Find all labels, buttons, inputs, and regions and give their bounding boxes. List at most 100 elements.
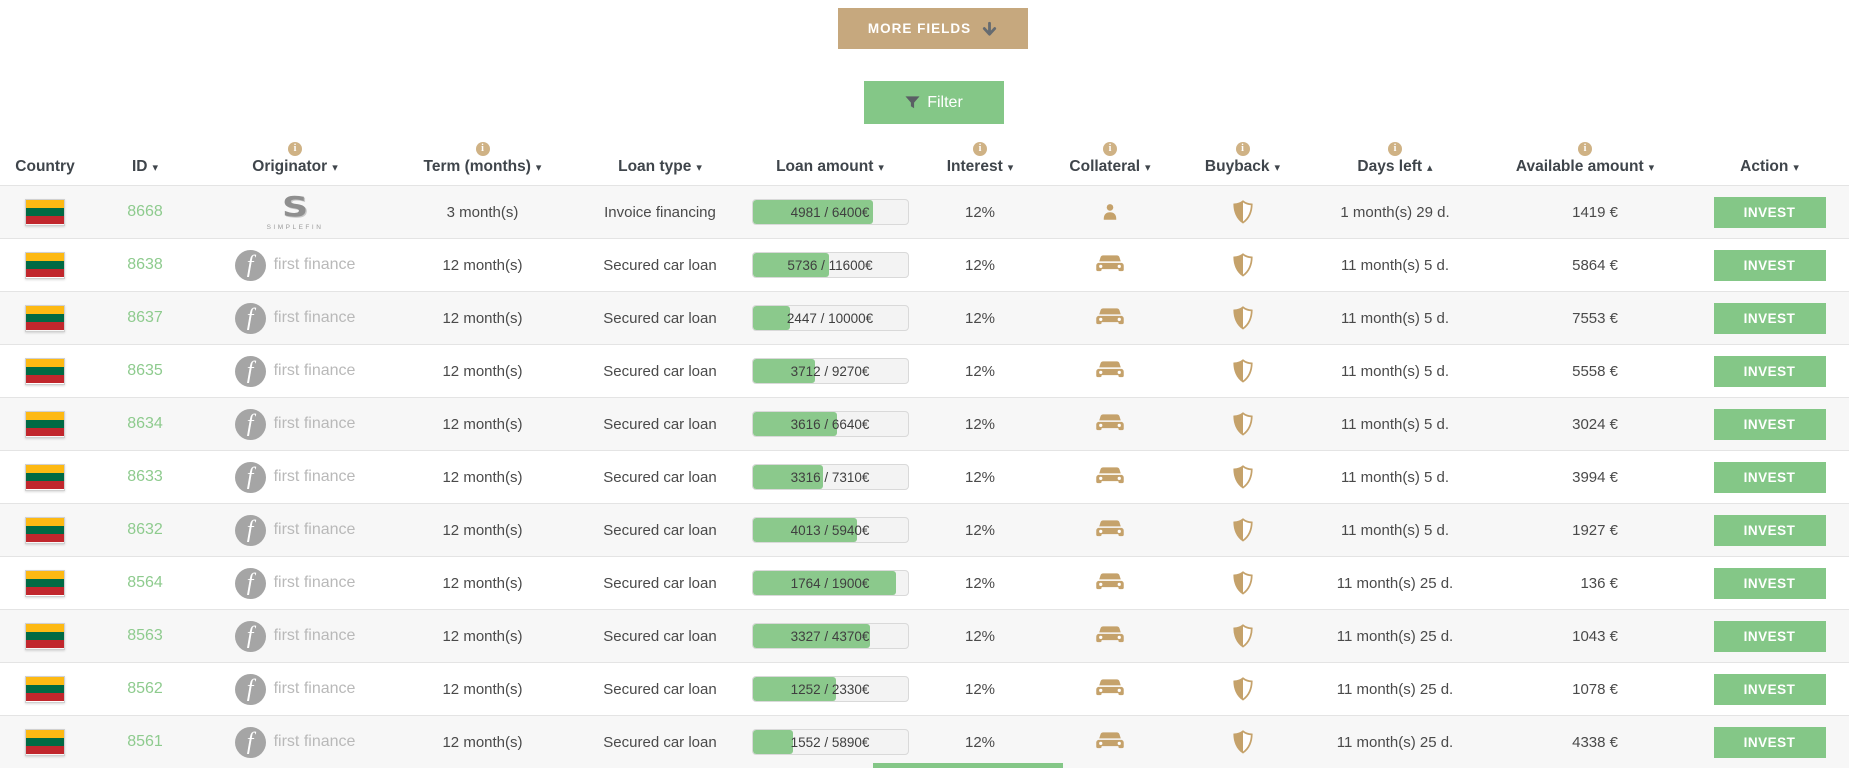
invest-button[interactable]: INVEST (1713, 408, 1826, 440)
term-cell: 12 month(s) (442, 733, 523, 751)
info-icon[interactable]: i (1578, 142, 1592, 156)
table-body: 8668 S SIMPLEFIN f SIMPLEFIN 3 month(s) … (0, 185, 1849, 768)
loan-id-link[interactable]: 8633 (127, 468, 163, 485)
load-more-button-partial[interactable] (873, 763, 1063, 768)
id-cell: 8561 (90, 716, 200, 768)
progress-fill (752, 518, 858, 542)
invest-button[interactable]: INVEST (1713, 461, 1826, 493)
days-left-cell: 11 month(s) 25 d. (1336, 680, 1454, 698)
term-cell: 12 month(s) (442, 309, 523, 327)
column-label: Available amount ▾ (1515, 158, 1655, 175)
column-header-buyback[interactable]: i Buyback ▾ (1175, 140, 1310, 176)
sort-desc-icon: ▾ (332, 160, 338, 174)
loan-amount-cell: 1252 / 2330€ (745, 663, 915, 715)
loan-amount-progressbar: 4013 / 5940€ (751, 517, 909, 543)
buyback-shield-icon (1232, 411, 1253, 436)
loan-amount-cell: 3316 / 7310€ (745, 451, 915, 503)
sort-desc-icon: ▾ (1648, 160, 1655, 174)
interest-cell: 12% (964, 574, 996, 592)
column-header-loan-amount[interactable]: Loan amount ▾ (745, 140, 915, 176)
buyback-shield-icon (1232, 199, 1253, 224)
lithuania-flag-icon (25, 198, 65, 226)
invest-button[interactable]: INVEST (1713, 249, 1826, 281)
lithuania-flag-icon (25, 251, 65, 279)
column-header-originator[interactable]: i Originator ▾ (200, 140, 390, 176)
info-icon[interactable]: i (1388, 142, 1402, 156)
country-cell (0, 610, 90, 662)
simplefin-logo: S SIMPLEFIN (266, 189, 324, 231)
loan-id-link[interactable]: 8564 (127, 574, 163, 591)
more-fields-label: MORE FIELDS (867, 21, 972, 36)
buyback-cell (1175, 345, 1310, 397)
interest-cell: 12% (964, 362, 996, 380)
column-label: ID ▾ (131, 158, 159, 175)
column-header-country[interactable]: Country (0, 140, 90, 176)
progress-fill (752, 624, 871, 648)
column-header-collateral[interactable]: i Collateral ▾ (1045, 140, 1175, 176)
car-icon (1096, 679, 1124, 696)
invest-button[interactable]: INVEST (1713, 726, 1826, 758)
info-icon[interactable]: i (1103, 142, 1117, 156)
table-row: 8668 S SIMPLEFIN f SIMPLEFIN 3 month(s) … (0, 185, 1849, 238)
info-icon[interactable]: i (1235, 142, 1250, 156)
info-icon[interactable]: i (973, 142, 987, 156)
column-header-available-amount[interactable]: i Available amount ▾ (1480, 140, 1690, 176)
column-header-id[interactable]: ID ▾ (90, 140, 200, 176)
arrow-down-icon (983, 21, 997, 36)
column-header-loan-type[interactable]: Loan type ▾ (575, 140, 745, 176)
column-label: Action ▾ (1740, 158, 1799, 175)
invest-button[interactable]: INVEST (1713, 673, 1826, 705)
first-finance-f-icon: f (234, 408, 266, 440)
buyback-cell (1175, 504, 1310, 556)
loan-amount-progressbar: 3616 / 6640€ (751, 411, 909, 437)
column-header-interest[interactable]: i Interest ▾ (915, 140, 1045, 176)
filter-button[interactable]: Filter (864, 81, 1004, 124)
invest-button[interactable]: INVEST (1713, 196, 1826, 228)
loan-id-link[interactable]: 8562 (127, 680, 163, 697)
loan-id-link[interactable]: 8637 (127, 309, 163, 326)
invest-button[interactable]: INVEST (1713, 302, 1826, 334)
interest-cell: 12% (964, 521, 996, 539)
info-icon[interactable]: i (288, 142, 302, 156)
loan-id-link[interactable]: 8634 (127, 415, 163, 432)
loan-amount-cell: 3616 / 6640€ (745, 398, 915, 450)
loan-id-link[interactable]: 8638 (127, 256, 163, 273)
loan-amount-progressbar: 3712 / 9270€ (751, 358, 909, 384)
id-cell: 8562 (90, 663, 200, 715)
car-icon (1096, 414, 1124, 431)
loan-id-link[interactable]: 8668 (127, 203, 163, 220)
progress-fill (752, 677, 836, 701)
invest-button[interactable]: INVEST (1713, 567, 1826, 599)
available-amount-cell: 1419 € (1572, 203, 1618, 221)
term-cell: 12 month(s) (442, 627, 523, 645)
action-cell: INVEST (1690, 557, 1849, 609)
progress-label: 5736 / 11600€ (787, 257, 873, 273)
column-header-action[interactable]: Action ▾ (1690, 140, 1849, 176)
person-icon (1103, 204, 1117, 220)
loan-id-link[interactable]: 8563 (127, 627, 163, 644)
loan-id-link[interactable]: 8632 (127, 521, 163, 538)
invest-button[interactable]: INVEST (1713, 620, 1826, 652)
invest-button[interactable]: INVEST (1713, 514, 1826, 546)
invest-button[interactable]: INVEST (1713, 355, 1826, 387)
buyback-shield-icon (1232, 305, 1253, 330)
column-header-term-months-[interactable]: i Term (months) ▾ (390, 140, 575, 176)
collateral-cell (1045, 504, 1175, 556)
buyback-cell (1175, 451, 1310, 503)
column-header-days-left[interactable]: i Days left ▴ (1310, 140, 1480, 176)
loan-id-link[interactable]: 8635 (127, 362, 163, 379)
more-fields-button[interactable]: MORE FIELDS (838, 8, 1028, 49)
buyback-cell (1175, 239, 1310, 291)
loan-type-cell: Secured car loan (603, 733, 717, 751)
lithuania-flag-icon (25, 622, 65, 650)
loan-type-cell: Invoice financing (604, 203, 716, 221)
country-cell (0, 716, 90, 768)
days-left-cell: 11 month(s) 5 d. (1340, 309, 1450, 327)
column-label: Loan amount ▾ (776, 158, 884, 175)
loan-id-link[interactable]: 8561 (127, 733, 163, 750)
loan-amount-cell: 4981 / 6400€ (745, 186, 915, 238)
first-finance-logo: f first finance (234, 302, 355, 334)
loan-amount-progressbar: 2447 / 10000€ (751, 305, 909, 331)
info-icon[interactable]: i (475, 142, 490, 156)
buyback-cell (1175, 716, 1310, 768)
